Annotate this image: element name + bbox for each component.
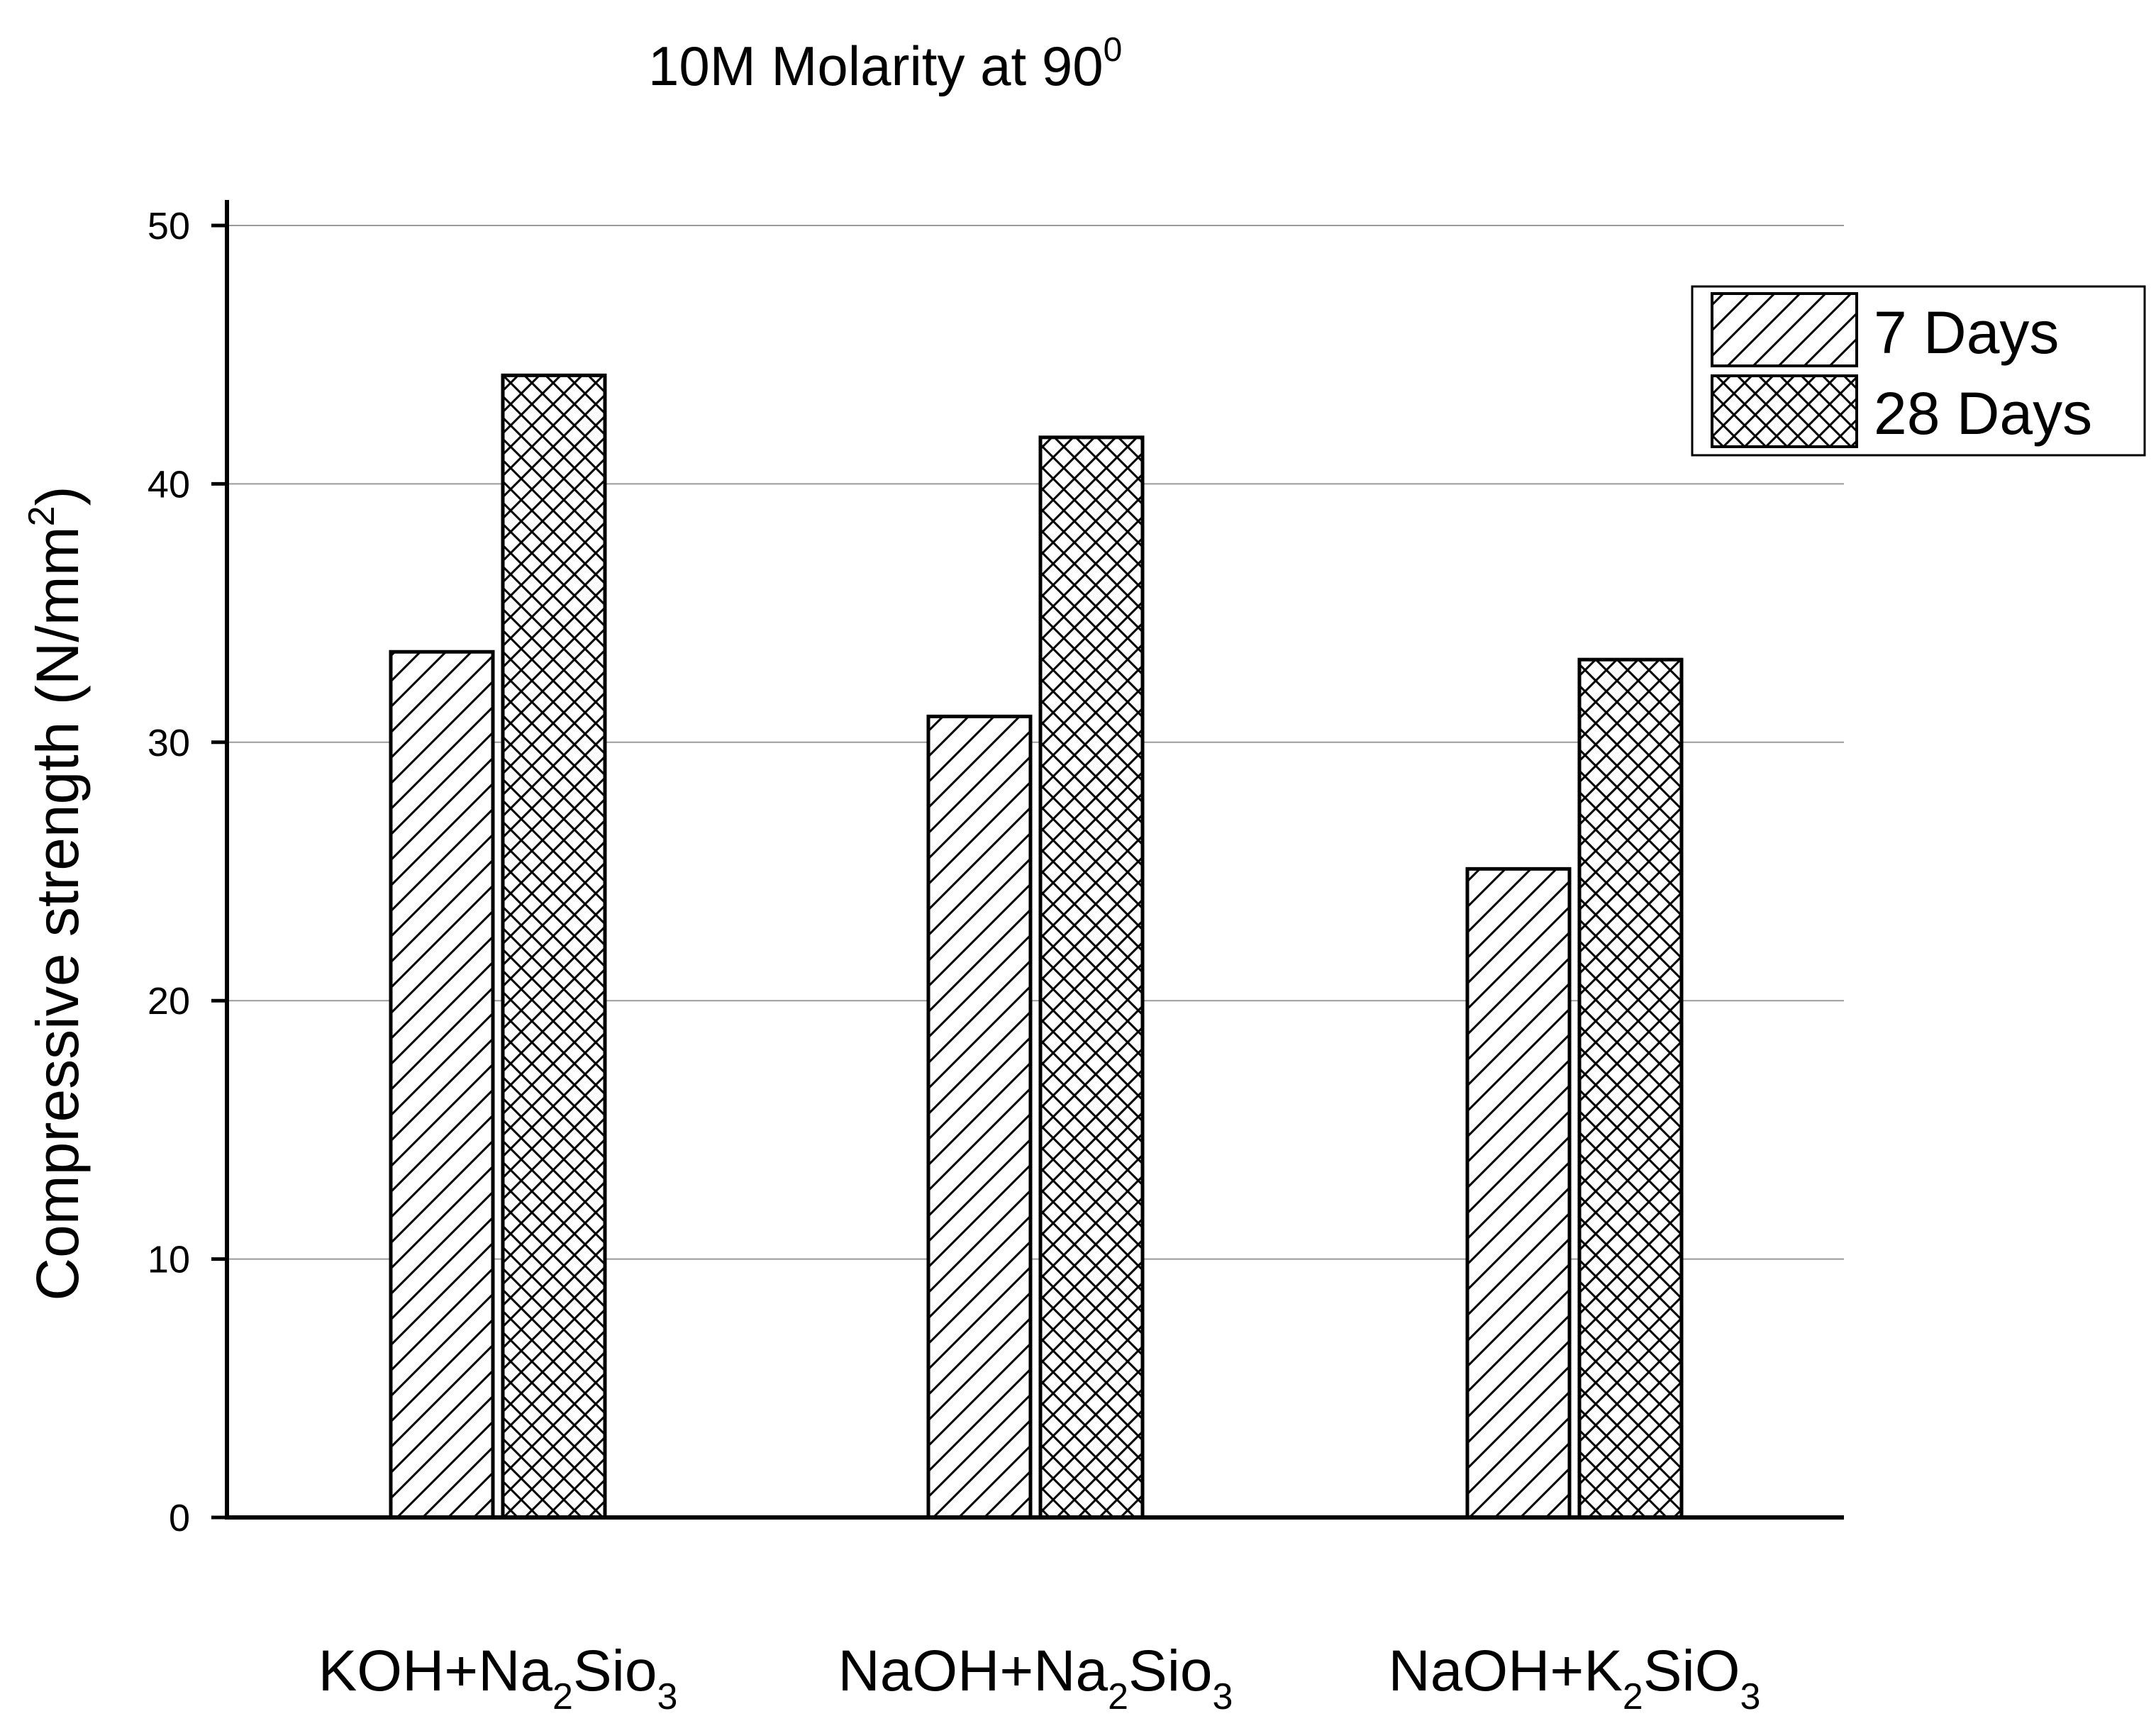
y-ticks: 0 10 20 30 40 50: [148, 205, 227, 1539]
legend-swatch-28-days: [1711, 374, 1858, 448]
y-axis-label: Compressive strength (N/mm2): [21, 486, 91, 1300]
category-label: NaOH+K2SiO3: [1389, 1639, 1761, 1717]
category-label: KOH+Na2Sio3: [318, 1639, 678, 1717]
bar-28-days-1: [1038, 435, 1145, 1520]
axes: [225, 200, 1844, 1520]
y-tick-label: 10: [148, 1239, 190, 1281]
legend-label-7-days: 7 Days: [1874, 299, 2059, 366]
bars: [389, 373, 1684, 1520]
gridlines: [227, 225, 1844, 1260]
y-tick-label: 40: [148, 463, 190, 506]
bar-7-days-1: [926, 714, 1033, 1520]
bar-28-days-0: [501, 373, 607, 1520]
category-label: NaOH+Na2Sio3: [838, 1639, 1233, 1717]
y-tick-label: 0: [169, 1497, 190, 1539]
bar-7-days-0: [389, 650, 495, 1520]
legend-label-28-days: 28 Days: [1874, 380, 2092, 447]
legend: 7 Days 28 Days: [1691, 285, 2146, 457]
chart-title: 10M Molarity at 900: [648, 31, 1122, 97]
y-tick-label: 20: [148, 980, 190, 1022]
legend-swatch-7-days: [1711, 292, 1858, 367]
bar-28-days-2: [1577, 657, 1684, 1520]
y-tick-label: 30: [148, 722, 190, 764]
y-tick-label: 50: [148, 205, 190, 247]
category-labels: KOH+Na2Sio3 NaOH+Na2Sio3 NaOH+K2SiO3: [318, 1639, 1761, 1717]
bar-7-days-2: [1465, 866, 1572, 1520]
